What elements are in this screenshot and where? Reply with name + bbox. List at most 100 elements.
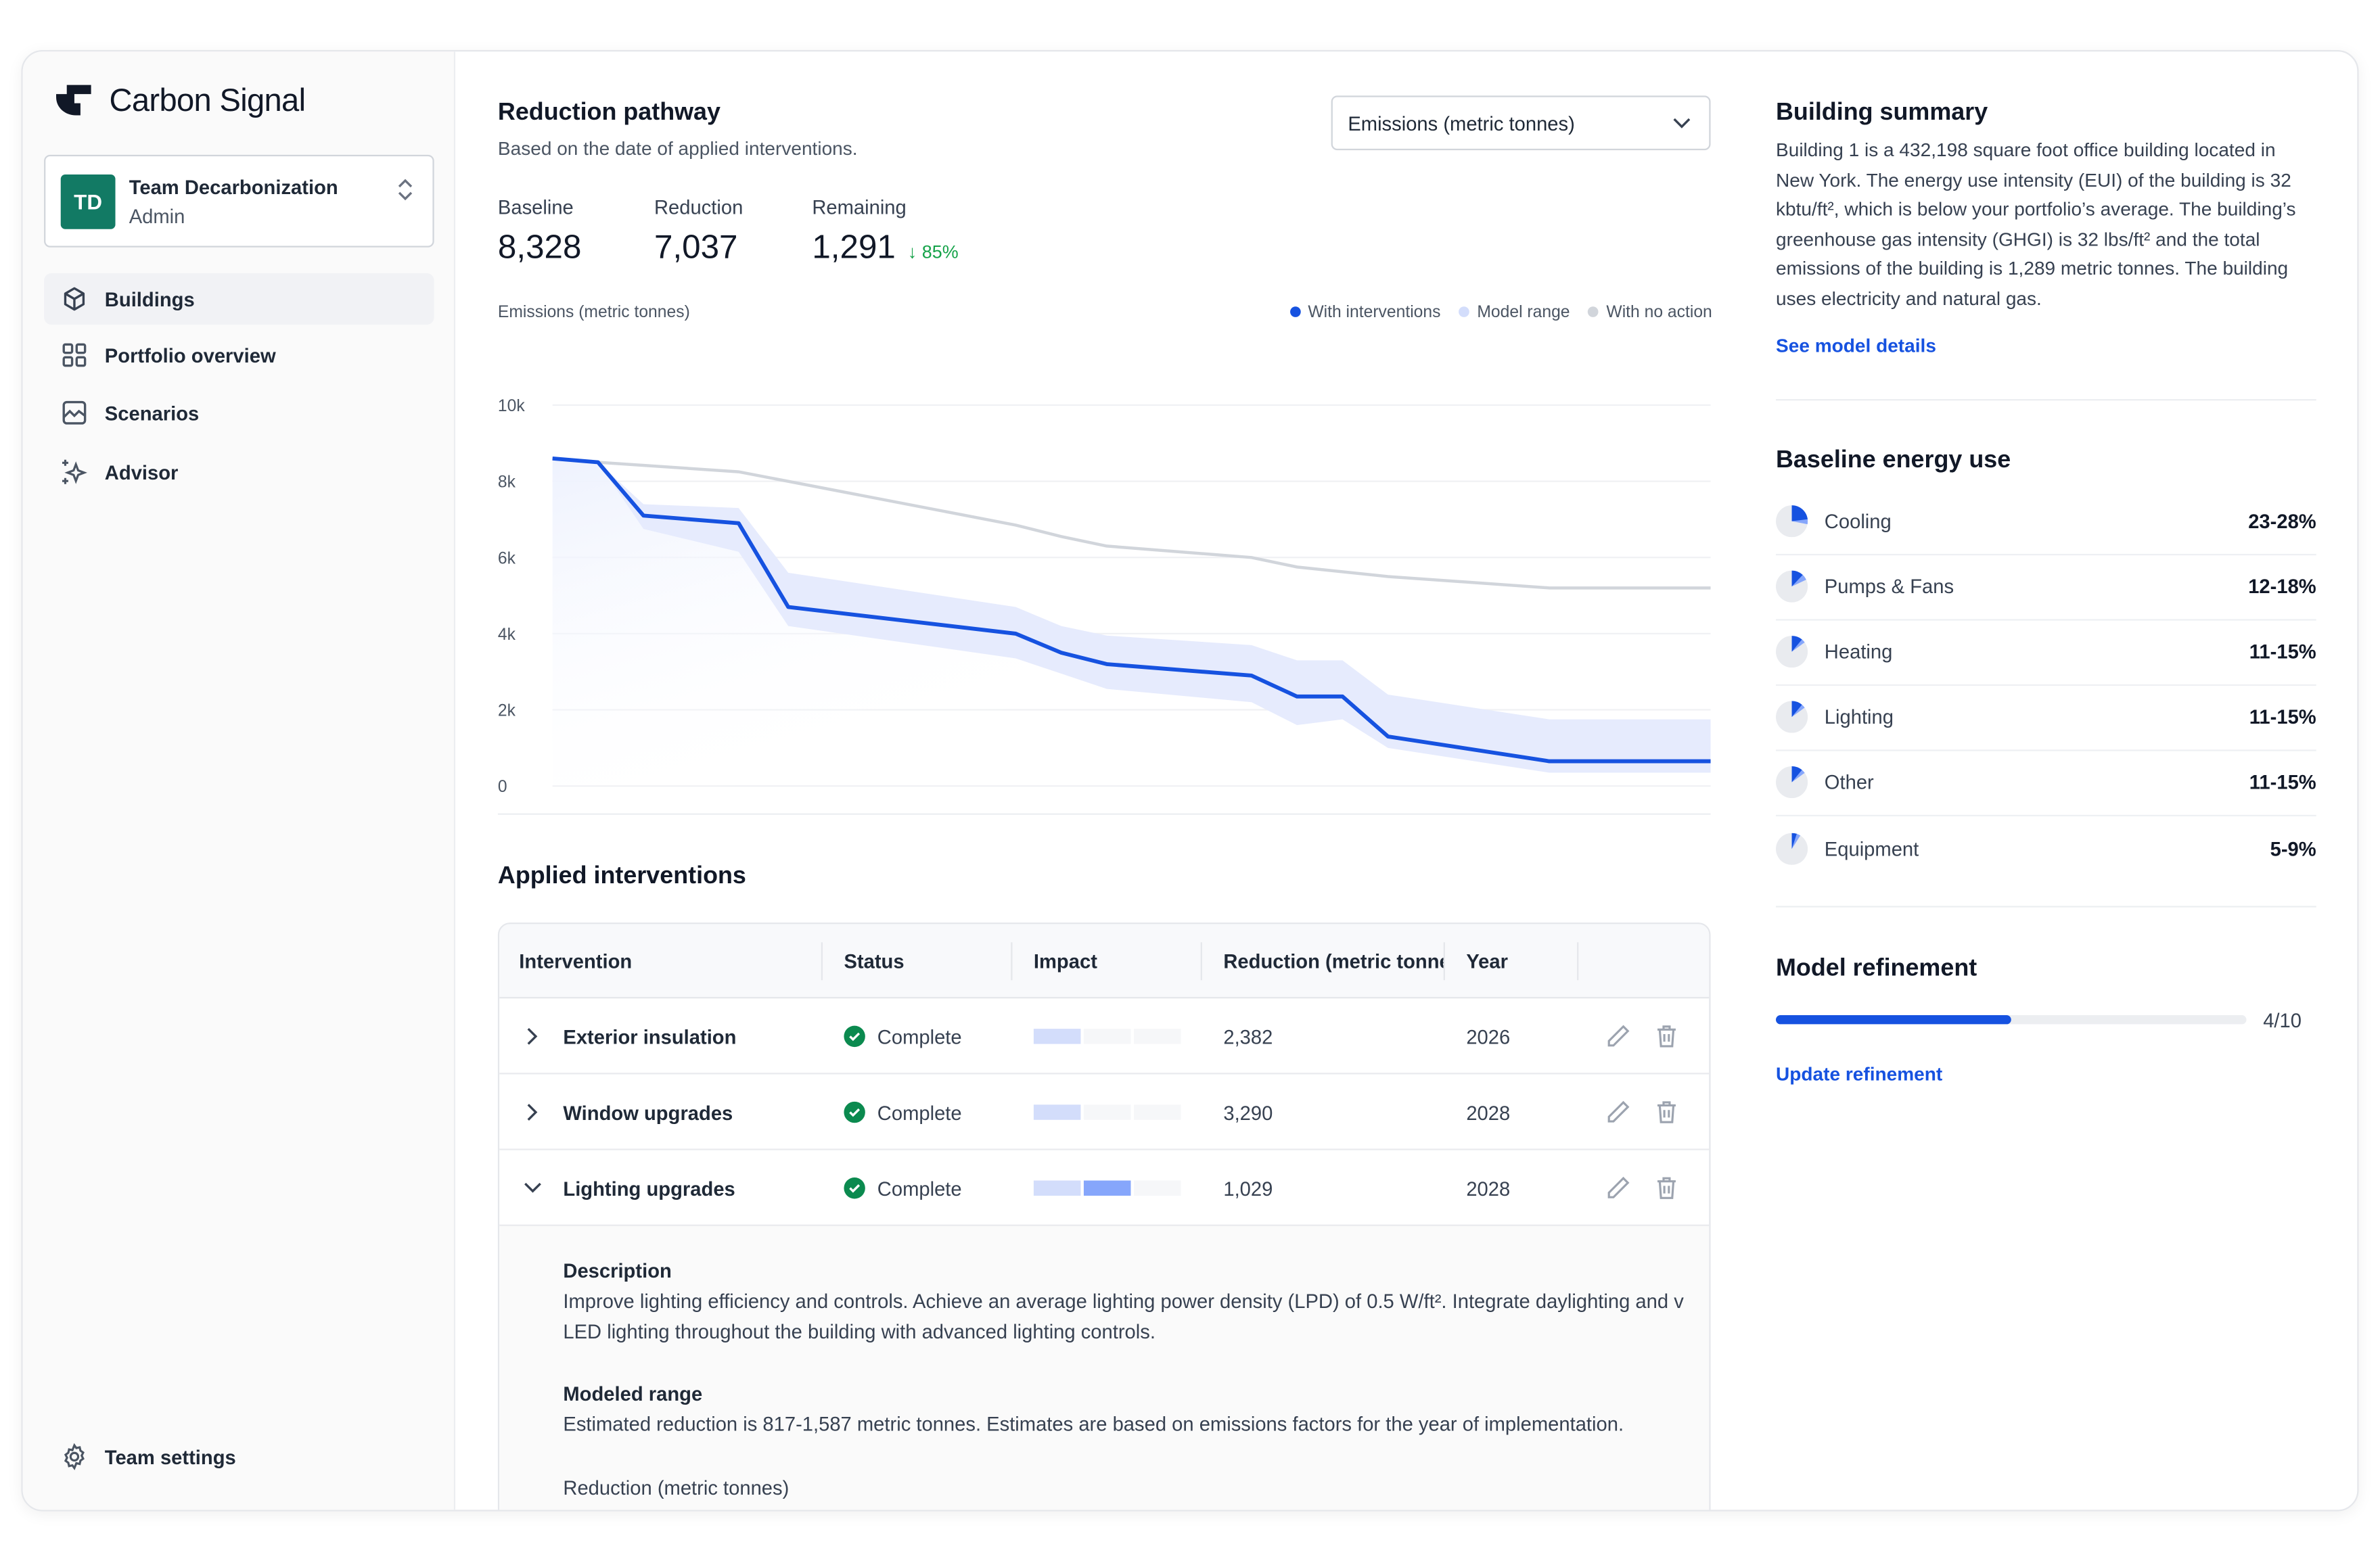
update-refinement-link[interactable]: Update refinement: [1776, 1062, 1943, 1085]
reduction-value: 2,382: [1223, 1025, 1273, 1048]
table-row[interactable]: Exterior insulation Complete 2,382 2026: [499, 998, 1710, 1075]
divider: [497, 813, 1711, 815]
legend-with-interventions: With interventions: [1289, 304, 1440, 322]
sidebar-item-buildings[interactable]: Buildings: [44, 273, 434, 325]
check-circle-icon: [844, 1101, 865, 1123]
energy-label: Heating: [1824, 640, 1893, 663]
app-logo[interactable]: Carbon Signal: [55, 82, 306, 121]
divider: [1776, 398, 2316, 400]
year-value: 2028: [1466, 1176, 1511, 1200]
refinement-progress-label: 4/10: [2263, 1008, 2302, 1031]
table-row[interactable]: Lighting upgrades Complete 1,029 2028: [499, 1150, 1710, 1226]
column-impact[interactable]: Impact: [1033, 950, 1097, 973]
pathway-title: Reduction pathway: [497, 100, 721, 126]
energy-pie-icon: [1776, 570, 1808, 603]
team-switcher[interactable]: TD Team Decarbonization Admin: [44, 154, 434, 248]
stat-value: 8,328: [497, 227, 582, 266]
table-row[interactable]: Window upgrades Complete 3,290 2028: [499, 1074, 1710, 1150]
sidebar-item-label: Scenarios: [104, 401, 200, 425]
stat-value: 1,291: [812, 227, 896, 266]
pencil-icon[interactable]: [1604, 1023, 1631, 1050]
energy-item: Cooling 23-28%: [1776, 490, 2316, 555]
description-label: Description: [563, 1259, 672, 1282]
year-value: 2028: [1466, 1100, 1511, 1124]
chevron-right-icon[interactable]: [522, 1026, 543, 1047]
team-role: Admin: [129, 204, 185, 227]
pencil-icon[interactable]: [1604, 1098, 1631, 1125]
intervention-name: Exterior insulation: [563, 1025, 737, 1048]
no-action-line: [552, 457, 1711, 590]
intervention-name: Window upgrades: [563, 1100, 733, 1124]
y-tick-label: 2k: [498, 702, 516, 720]
refinement-title: Model refinement: [1776, 955, 1977, 981]
sidebar-item-label: Buildings: [104, 287, 195, 310]
y-tick-label: 6k: [498, 549, 516, 567]
stat-value: 7,037: [654, 227, 738, 266]
energy-item: Equipment 5-9%: [1776, 816, 2316, 881]
impact-bar: [1033, 1074, 1184, 1150]
reduction-delta: ↓ 85%: [908, 241, 959, 262]
sidebar: Carbon Signal TD Team Decarbonization Ad…: [22, 51, 456, 1510]
energy-label: Cooling: [1824, 509, 1892, 533]
y-tick-label: 4k: [498, 626, 516, 644]
column-intervention[interactable]: Intervention: [519, 950, 633, 973]
sidebar-item-scenarios[interactable]: Scenarios: [44, 387, 434, 438]
cube-icon: [64, 287, 85, 311]
trash-icon[interactable]: [1653, 1098, 1680, 1125]
y-tick-label: 8k: [498, 473, 516, 492]
year-value: 2026: [1466, 1025, 1511, 1048]
column-reduction[interactable]: Reduction (metric tonnes): [1223, 950, 1444, 973]
chevron-down-icon[interactable]: [522, 1177, 543, 1198]
interventions-line: [552, 456, 1711, 764]
see-model-details-link[interactable]: See model details: [1776, 334, 1936, 356]
energy-item: Heating 11-15%: [1776, 620, 2316, 686]
area-under-interventions: [552, 458, 1711, 787]
team-avatar: TD: [60, 173, 116, 229]
metric-select-value: Emissions (metric tonnes): [1348, 111, 1575, 135]
arrow-down-icon: ↓: [907, 241, 922, 263]
energy-range: 12-18%: [2248, 575, 2316, 599]
reduction-chart-label: Reduction (metric tonnes): [563, 1476, 789, 1499]
chevron-right-icon[interactable]: [522, 1102, 543, 1123]
sidebar-item-advisor[interactable]: Advisor: [44, 446, 434, 498]
metric-select[interactable]: Emissions (metric tonnes): [1331, 95, 1711, 151]
summary-title: Building summary: [1776, 100, 1988, 126]
stat-label: Remaining: [812, 195, 907, 219]
status-badge: Complete: [877, 1100, 962, 1124]
check-circle-icon: [844, 1177, 865, 1199]
emissions-chart: 02k4k6k8k10k2024202620282030203220342036…: [498, 397, 1711, 795]
legend-with-no-action: With no action: [1588, 304, 1712, 322]
gear-icon: [64, 1443, 85, 1470]
energy-label: Equipment: [1824, 837, 1919, 860]
right-panel: Building summary Building 1 is a 432,198…: [1776, 51, 2316, 1510]
stat-label: Baseline: [497, 195, 574, 219]
carbon-signal-logo-icon: [56, 85, 91, 116]
stat-baseline: Baseline 8,328: [498, 195, 582, 266]
stat-remaining: Remaining 1,291 ↓ 85%: [812, 195, 958, 266]
description-text-2: LED lighting throughout the building wit…: [563, 1322, 1155, 1343]
interventions-table: Intervention Status Impact Reduction (me…: [497, 922, 1711, 1510]
reduction-value: 3,290: [1223, 1100, 1273, 1124]
stat-label: Reduction: [654, 195, 743, 219]
stat-reduction: Reduction 7,037: [654, 195, 743, 266]
trash-icon[interactable]: [1653, 1175, 1680, 1202]
chart-legend: With interventions Model range With no a…: [1289, 304, 1712, 322]
y-tick-label: 0: [498, 778, 507, 795]
refinement-progress-bar: [1776, 1015, 2247, 1025]
sidebar-item-portfolio-overview[interactable]: Portfolio overview: [44, 329, 434, 381]
column-year[interactable]: Year: [1466, 950, 1508, 973]
pencil-icon[interactable]: [1604, 1175, 1631, 1202]
energy-range: 11-15%: [2249, 770, 2316, 794]
impact-bar: [1033, 998, 1184, 1074]
sidebar-item-label: Advisor: [104, 460, 179, 484]
table-header: Intervention Status Impact Reduction (me…: [499, 924, 1710, 999]
intervention-detail: Description Improve lighting efficiency …: [499, 1225, 1710, 1510]
energy-label: Other: [1824, 770, 1874, 794]
energy-item: Other 11-15%: [1776, 751, 2316, 816]
column-status[interactable]: Status: [844, 950, 905, 973]
energy-title: Baseline energy use: [1776, 446, 2011, 473]
grid-icon: [62, 343, 87, 367]
trash-icon[interactable]: [1653, 1023, 1680, 1050]
energy-item: Lighting 11-15%: [1776, 685, 2316, 751]
sidebar-item-team-settings[interactable]: Team settings: [44, 1431, 434, 1482]
